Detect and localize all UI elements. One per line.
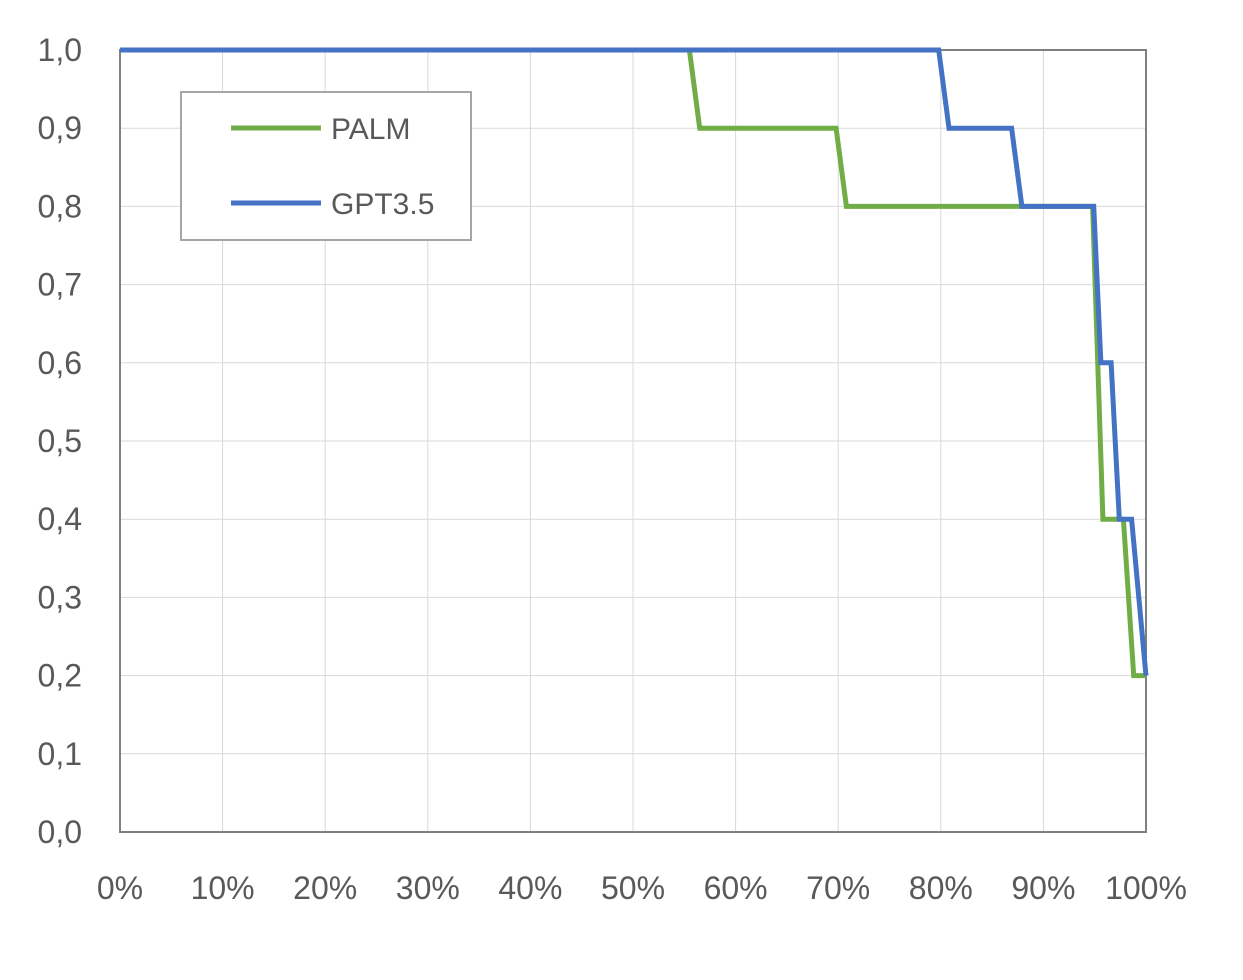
- series-layer: [120, 47, 1149, 679]
- y-tick-label: 0,7: [38, 267, 82, 303]
- x-tick-label: 80%: [909, 870, 973, 906]
- series-line-0: [120, 47, 1146, 679]
- legend-label-0: PALM: [331, 113, 410, 146]
- x-tick-label: 50%: [601, 870, 665, 906]
- y-tick-label: 0,1: [38, 736, 82, 772]
- x-tick-label: 40%: [498, 870, 562, 906]
- y-tick-label: 0,4: [38, 501, 82, 537]
- x-tick-label: 100%: [1105, 870, 1187, 906]
- series-line-1: [120, 47, 1149, 676]
- y-tick-label: 0,0: [38, 814, 82, 850]
- y-tick-label: 0,8: [38, 188, 82, 224]
- legend-box: [180, 91, 472, 241]
- x-tick-label: 20%: [293, 870, 357, 906]
- x-tick-label: 0%: [97, 870, 143, 906]
- legend-label-1: GPT3.5: [331, 188, 434, 221]
- y-tick-label: 0,3: [38, 579, 82, 615]
- x-tick-label: 90%: [1011, 870, 1075, 906]
- y-axis-tick-labels: 0,0 0,1 0,2 0,3 0,4 0,5 0,6 0,7 0,8 0,9 1,0: [38, 32, 82, 850]
- x-axis-tick-labels: 0% 10% 20% 30% 40% 50% 60% 70% 80% 90% 100%: [97, 870, 1187, 906]
- x-tick-label: 60%: [704, 870, 768, 906]
- y-tick-label: 0,6: [38, 345, 82, 381]
- y-tick-label: 0,9: [38, 110, 82, 146]
- x-tick-label: 30%: [396, 870, 460, 906]
- y-tick-label: 1,0: [38, 32, 82, 68]
- x-tick-label: 10%: [191, 870, 255, 906]
- y-tick-label: 0,2: [38, 658, 82, 694]
- y-tick-label: 0,5: [38, 423, 82, 459]
- legend: PALM GPT3.5: [180, 91, 472, 241]
- x-tick-label: 70%: [806, 870, 870, 906]
